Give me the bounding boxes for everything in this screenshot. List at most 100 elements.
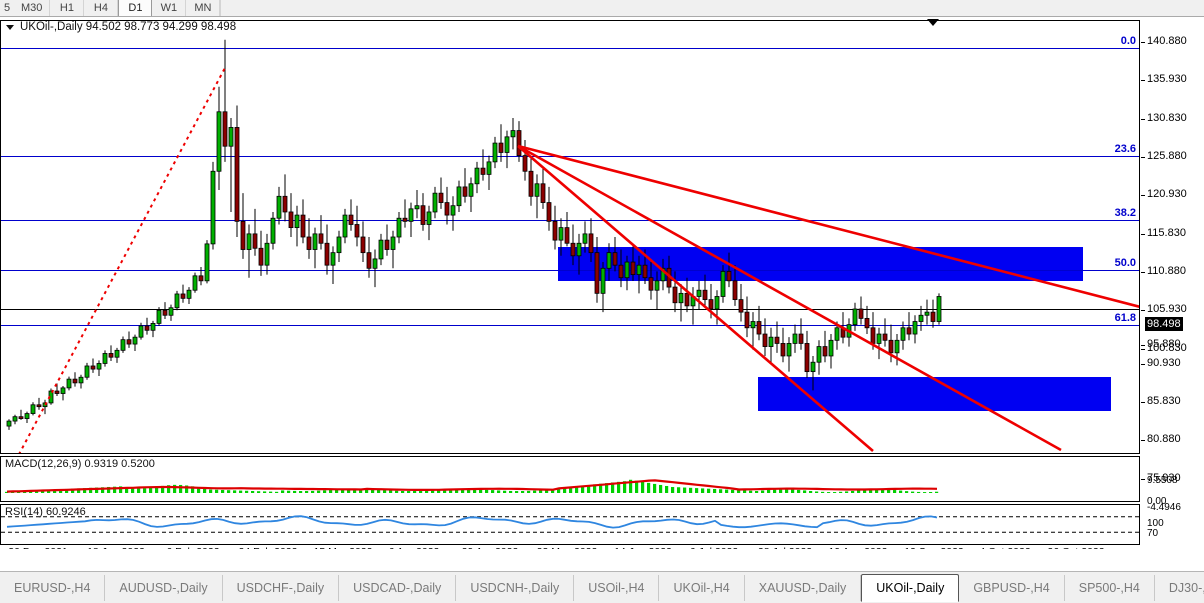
fan-line-3[interactable] xyxy=(517,145,874,452)
tick-label: 100 xyxy=(1147,518,1164,529)
fib-level-line-50.0 xyxy=(1,270,1139,271)
tick-mark xyxy=(1141,234,1145,235)
price-axis-tick: 100.830 xyxy=(1141,342,1204,354)
price-axis-tick: 110.880 xyxy=(1141,265,1204,277)
chart-title-bar[interactable]: UKOil-,Daily 94.502 98.773 94.299 98.498 xyxy=(6,21,236,33)
candlestick-series xyxy=(6,39,942,430)
fan-line-1[interactable] xyxy=(517,144,1140,318)
price-axis-tick: 140.880 xyxy=(1141,35,1204,47)
tick-label: 9.5508 xyxy=(1147,475,1178,486)
rsi-pane[interactable] xyxy=(0,504,1140,545)
timeframe-button-w1[interactable]: W1 xyxy=(152,0,187,16)
tick-mark xyxy=(1141,349,1145,350)
tick-mark xyxy=(1141,272,1145,273)
symbol-tab-gbpusdh4[interactable]: GBPUSD-,H4 xyxy=(959,574,1065,601)
chart-position-marker xyxy=(927,19,939,26)
tick-label: 120.930 xyxy=(1147,188,1187,200)
fib-level-label-0.0: 0.0 xyxy=(1120,35,1136,47)
symbol-tab-usdcnhdaily[interactable]: USDCNH-,Daily xyxy=(456,574,575,601)
macd-indicator-label: MACD(12,26,9) 0.9319 0.5200 xyxy=(5,458,155,470)
fan-line-2[interactable] xyxy=(517,144,1062,452)
tick-label: 95.880 xyxy=(1147,338,1181,350)
timeframe-toolbar: 5 M30 H1 H4 D1 W1 MN xyxy=(0,0,1204,17)
current-price-level-line xyxy=(1,309,1139,310)
fib-level-line-38.2 xyxy=(1,220,1139,221)
tick-mark xyxy=(1141,310,1145,311)
symbol-tab-sp500h4[interactable]: SP500-,H4 xyxy=(1065,574,1155,601)
tick-label: 98.498 xyxy=(1145,317,1183,331)
price-axis-tick: 135.930 xyxy=(1141,73,1204,85)
timeframe-button-d1[interactable]: D1 xyxy=(118,0,153,16)
fib-level-line-0.0 xyxy=(1,48,1139,49)
timeframe-button-mn[interactable]: MN xyxy=(186,0,221,16)
rsi-indicator-label: RSI(14) 60.9246 xyxy=(5,506,86,518)
symbol-tab-xauusddaily[interactable]: XAUUSD-,Daily xyxy=(745,574,862,601)
symbol-tab-audusddaily[interactable]: AUDUSD-,Daily xyxy=(105,574,223,601)
macd-axis-tick: -4.4946 xyxy=(1141,502,1204,513)
chart-area[interactable]: 0.0 23.6 38.2 50.0 61.8 UKOil-,Daily 94.502 … xyxy=(0,17,1204,558)
page-title: UKOil-,Daily 94.502 98.773 94.299 98.498 xyxy=(20,21,237,33)
tick-label: 80.880 xyxy=(1147,433,1181,445)
tick-label: 115.830 xyxy=(1147,227,1186,239)
symbol-tab-ukoildaily[interactable]: UKOil-,Daily xyxy=(861,573,960,602)
tick-mark xyxy=(1141,157,1145,158)
timeframe-button-h1[interactable]: H1 xyxy=(50,0,85,16)
price-axis-tick: 95.880 xyxy=(1141,338,1204,350)
fib-level-line-61.8 xyxy=(1,325,1139,326)
timeframe-button-5[interactable]: 5 xyxy=(0,0,14,16)
symbol-tab-usdchfdaily[interactable]: USDCHF-,Daily xyxy=(223,574,340,601)
symbol-tab-bar: EURUSD-,H4 AUDUSD-,Daily USDCHF-,Daily USDC… xyxy=(0,549,1204,603)
tick-label: 0.00 xyxy=(1147,496,1167,507)
lower-demand-zone[interactable] xyxy=(758,377,1111,411)
fib-level-label-38.2: 38.2 xyxy=(1114,207,1136,219)
macd-axis-tick: 9.5508 xyxy=(1141,475,1204,486)
symbol-tab-ukoilh4[interactable]: UKOil-,H4 xyxy=(659,574,745,601)
tick-mark xyxy=(1141,364,1145,365)
rsi-series xyxy=(1,515,1139,533)
price-axis-tick: 105.930 xyxy=(1141,303,1204,315)
symbol-tab-eurusdh4[interactable]: EURUSD-,H4 xyxy=(0,574,106,601)
tick-label: -4.4946 xyxy=(1147,502,1181,513)
tick-mark xyxy=(1141,195,1145,196)
current-price-label: 98.498 xyxy=(1141,317,1204,331)
macd-series xyxy=(5,479,939,493)
price-axis-tick: 80.880 xyxy=(1141,433,1204,445)
rsi-axis-tick: 70 xyxy=(1141,528,1204,539)
tick-label: 110.880 xyxy=(1147,265,1186,277)
symbol-tab-usoilh4[interactable]: USOil-,H4 xyxy=(574,574,660,601)
price-axis-tick: 115.830 xyxy=(1141,227,1204,239)
price-pane[interactable]: 0.0 23.6 38.2 50.0 61.8 xyxy=(0,20,1140,454)
tick-label: 75.930 xyxy=(1147,472,1181,484)
symbol-tab-dj30daily[interactable]: DJ30-,Daily xyxy=(1155,575,1204,601)
price-axis-tick: 90.930 xyxy=(1141,357,1204,369)
rsi-axis-tick: 100 xyxy=(1141,518,1204,529)
tick-mark xyxy=(1141,479,1145,480)
tick-label: 130.830 xyxy=(1147,112,1187,124)
price-axis-tick: 130.830 xyxy=(1141,112,1204,124)
macd-pane[interactable] xyxy=(0,456,1140,502)
fib-level-label-23.6: 23.6 xyxy=(1114,143,1136,155)
tick-mark xyxy=(1141,119,1145,120)
macd-axis-tick: 0.00 xyxy=(1141,496,1204,507)
trendline-overlay[interactable] xyxy=(1,21,1139,453)
symbol-tab-usdcaddaily[interactable]: USDCAD-,Daily xyxy=(339,574,457,601)
tick-label: 100.830 xyxy=(1147,342,1187,354)
tick-mark xyxy=(1141,80,1145,81)
price-axis-tick: 75.930 xyxy=(1141,472,1204,484)
timeframe-button-h4[interactable]: H4 xyxy=(84,0,119,16)
fib-level-label-50.0: 50.0 xyxy=(1114,257,1136,269)
tick-mark xyxy=(1141,42,1145,43)
tick-mark xyxy=(1141,402,1145,403)
tick-label: 70 xyxy=(1147,528,1159,539)
price-axis-tick: 120.930 xyxy=(1141,188,1204,200)
price-axis[interactable]: 140.880 135.930 130.830 125.880 120.930 115.8… xyxy=(1141,20,1204,567)
tick-mark xyxy=(1141,440,1145,441)
tick-label: 140.880 xyxy=(1147,35,1187,47)
toolbar-spacer xyxy=(220,0,1204,16)
tick-label: 135.930 xyxy=(1147,73,1187,85)
tick-label: 90.930 xyxy=(1147,357,1181,369)
timeframe-button-m30[interactable]: M30 xyxy=(14,0,51,16)
chevron-down-icon[interactable] xyxy=(6,24,14,30)
rising-dashed-trendline[interactable] xyxy=(9,65,227,454)
tick-mark xyxy=(1141,345,1145,346)
